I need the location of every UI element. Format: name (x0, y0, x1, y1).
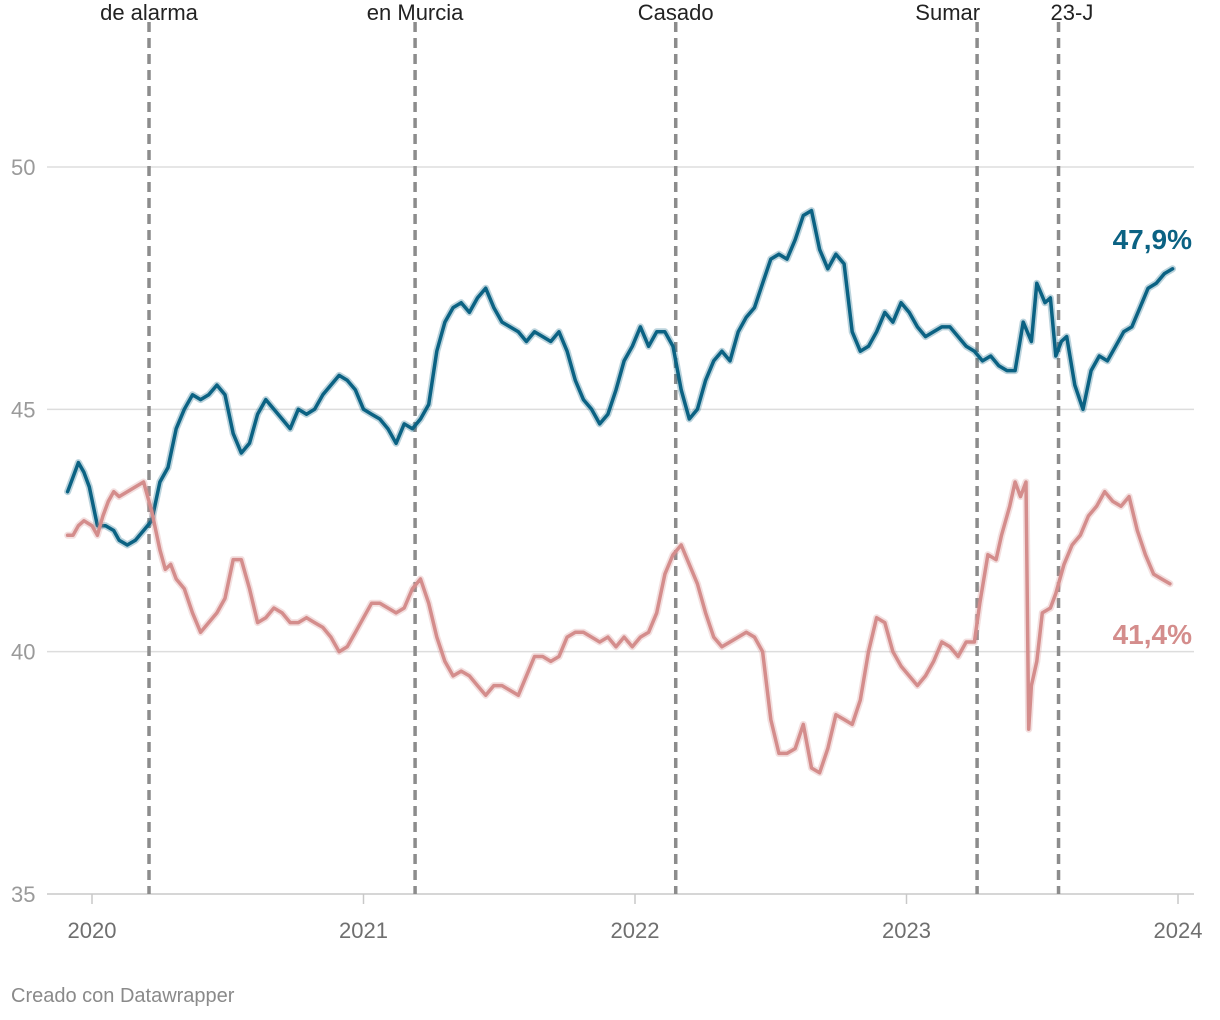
y-tick-label-40: 40 (11, 640, 35, 665)
grid (47, 166, 1194, 895)
event-label-1: de alarma (100, 0, 199, 25)
series-line-series_b (65, 480, 1172, 775)
y-tick-label-45: 45 (11, 397, 35, 422)
y-tick-label-50: 50 (11, 155, 35, 180)
end-label-series_b: 41,4% (1113, 619, 1192, 650)
series-line-series_a (65, 208, 1175, 547)
event-label-5: 23-J (1051, 0, 1094, 25)
x-tick-label-2020: 2020 (68, 918, 117, 943)
line-chart: de alarma en Murcia Casado Sumar 23-J 47,9%4… (11, 0, 1202, 943)
end-label-series_a: 47,9% (1113, 224, 1192, 255)
series (64, 207, 1177, 777)
credit-note: Creado con Datawrapper (11, 985, 235, 1007)
axis-ticks: 35 40 45 50 2020 2021 2022 2023 2024 (11, 155, 1202, 943)
x-tick-label-2024: 2024 (1154, 918, 1203, 943)
x-tick-label-2023: 2023 (882, 918, 931, 943)
event-markers: de alarma en Murcia Casado Sumar 23-J (100, 0, 1093, 894)
y-tick-label-35: 35 (11, 882, 35, 907)
x-tick-label-2021: 2021 (339, 918, 388, 943)
end-labels: 47,9% 41,4% (1113, 224, 1192, 650)
x-tick-label-2022: 2022 (611, 918, 660, 943)
event-label-2: en Murcia (367, 0, 464, 25)
event-label-4: Sumar (915, 0, 980, 25)
event-label-3: Casado (638, 0, 714, 25)
